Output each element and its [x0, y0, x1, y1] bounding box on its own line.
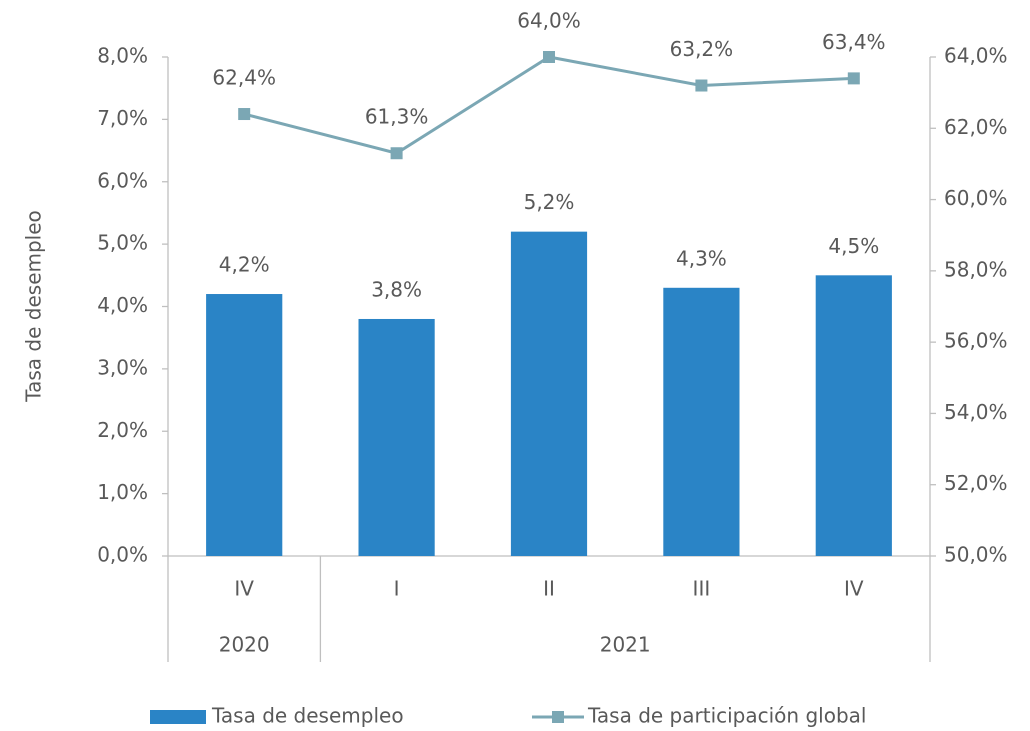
- data-label: 64,0%: [517, 9, 581, 33]
- x-tick-label: I: [394, 577, 400, 601]
- data-label: 3,8%: [371, 277, 422, 301]
- data-label: 63,4%: [822, 30, 886, 54]
- y-tick-label: 5,0%: [97, 231, 148, 255]
- marker: [238, 108, 251, 121]
- x-tick-label: III: [693, 577, 711, 601]
- x-tick-label: II: [543, 577, 555, 601]
- y-tick-label: 3,0%: [97, 355, 148, 379]
- y2-tick-label: 50,0%: [944, 543, 1008, 567]
- y-tick-label: 7,0%: [97, 106, 148, 130]
- y-tick-label: 0,0%: [97, 543, 148, 567]
- group-label: 2021: [600, 633, 651, 657]
- line: [243, 55, 854, 155]
- data-label: 4,2%: [219, 253, 270, 277]
- legend-swatch: [150, 710, 206, 724]
- data-label: 61,3%: [365, 105, 429, 129]
- y2-tick-label: 56,0%: [944, 329, 1008, 353]
- legend-label: Tasa de desempleo: [211, 704, 404, 728]
- bar: [815, 275, 892, 556]
- y2-tick-label: 58,0%: [944, 257, 1008, 281]
- data-label: 5,2%: [524, 190, 575, 214]
- y2-tick-label: 54,0%: [944, 400, 1008, 424]
- data-label: 4,3%: [676, 246, 727, 270]
- bar: [510, 231, 588, 556]
- marker: [390, 147, 403, 160]
- data-label: 63,2%: [670, 37, 734, 61]
- bar: [358, 318, 435, 556]
- y2-tick-label: 62,0%: [944, 115, 1008, 139]
- data-label: 4,5%: [828, 234, 879, 258]
- x-tick-label: IV: [844, 577, 864, 601]
- y-tick-label: 8,0%: [97, 44, 148, 68]
- bar: [663, 287, 740, 556]
- y-tick-label: 4,0%: [97, 293, 148, 317]
- group-label: 2020: [219, 633, 270, 657]
- x-tick-label: IV: [234, 577, 254, 601]
- marker: [543, 51, 555, 63]
- y-axis-title: Tasa de desempleo: [22, 210, 46, 403]
- y2-tick-label: 60,0%: [944, 186, 1008, 210]
- y2-tick-label: 64,0%: [944, 44, 1008, 68]
- marker: [695, 79, 708, 92]
- y2-tick-label: 52,0%: [944, 471, 1008, 495]
- legend-marker: [552, 711, 564, 723]
- data-label: 62,4%: [212, 66, 276, 90]
- marker: [847, 72, 860, 85]
- legend-label: Tasa de participación global: [587, 704, 866, 728]
- bar: [206, 294, 283, 556]
- y-tick-label: 6,0%: [97, 168, 148, 192]
- y-tick-label: 1,0%: [97, 480, 148, 504]
- y-tick-label: 2,0%: [97, 418, 148, 442]
